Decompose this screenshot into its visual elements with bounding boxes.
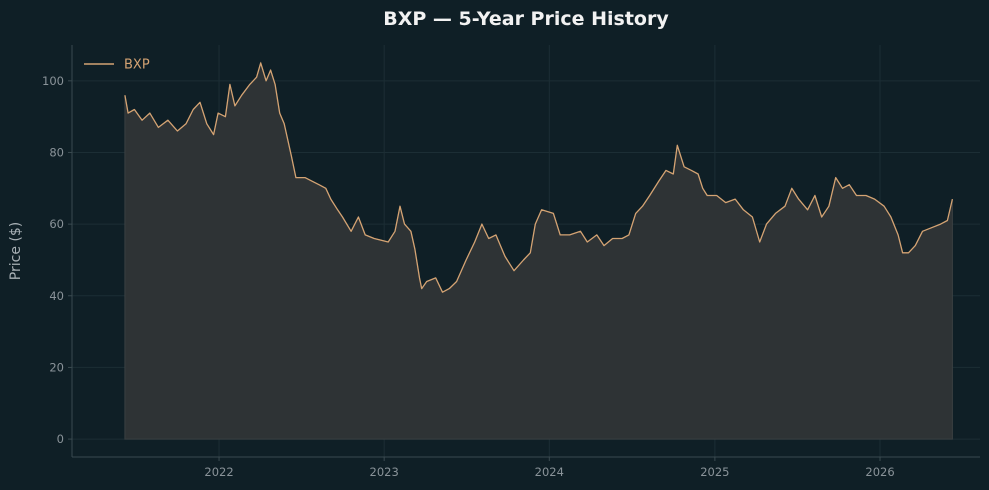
y-axis-title: Price ($) [8,222,24,280]
y-tick-label: 60 [49,217,64,231]
price-area [124,61,954,440]
y-tick-label: 100 [42,74,64,88]
x-tick-label: 2022 [204,465,233,479]
y-tick-label: 0 [57,432,64,446]
tick-labels: 0 20 40 60 80 100 2022 2023 2024 2025 2026 [42,74,895,479]
y-tick-label: 20 [49,360,64,374]
legend: BXP [84,58,150,73]
chart-title: BXP — 5-Year Price History [383,8,669,30]
x-tick-label: 2025 [700,465,729,479]
y-tick-label: 80 [49,145,64,159]
legend-label: BXP [124,58,150,73]
y-tick-label: 40 [49,289,64,303]
x-tick-label: 2026 [865,465,894,479]
x-tick-label: 2023 [370,465,399,479]
price-area-fill [124,61,953,440]
price-line [124,62,954,293]
axes [68,45,980,461]
x-tick-label: 2024 [535,465,564,479]
